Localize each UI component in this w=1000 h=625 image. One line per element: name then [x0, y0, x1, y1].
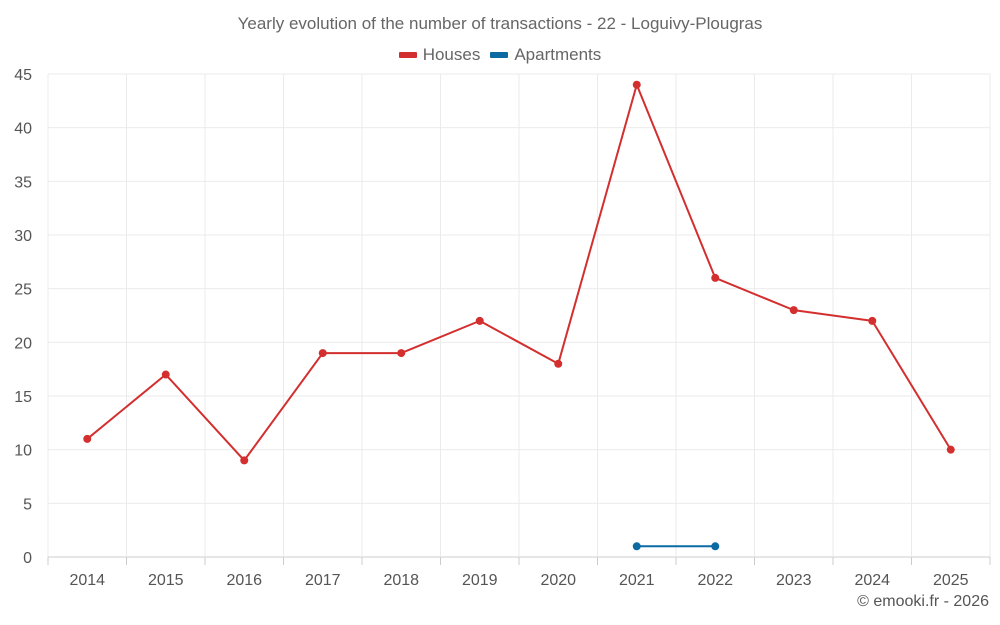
data-point-houses[interactable]: [946, 445, 955, 454]
y-tick-label: 15: [14, 389, 32, 406]
data-point-houses[interactable]: [318, 349, 327, 358]
series: [83, 80, 955, 551]
x-tick-label: 2018: [383, 572, 419, 589]
x-tick-label: 2025: [933, 572, 969, 589]
legend-item-houses[interactable]: Houses: [398, 45, 481, 65]
data-point-houses[interactable]: [83, 434, 92, 443]
x-tick-label: 2022: [697, 572, 733, 589]
legend: Houses Apartments: [0, 45, 1000, 65]
x-tick-label: 2015: [148, 572, 184, 589]
legend-swatch-apartments: [490, 52, 509, 58]
y-tick-label: 20: [14, 335, 32, 352]
legend-label-houses: Houses: [422, 45, 481, 64]
chart-title: Yearly evolution of the number of transa…: [237, 14, 763, 33]
legend-swatch-houses: [398, 52, 417, 58]
data-point-houses[interactable]: [161, 370, 170, 379]
x-tick-label: 2017: [305, 572, 341, 589]
y-tick-label: 45: [14, 67, 32, 84]
data-point-houses[interactable]: [475, 316, 484, 325]
y-tick-label: 0: [23, 550, 32, 567]
x-tick-label: 2021: [619, 572, 655, 589]
x-tick-label: 2016: [226, 572, 262, 589]
y-tick-label: 30: [14, 228, 32, 245]
data-point-houses[interactable]: [397, 349, 406, 358]
x-tick-label: 2023: [776, 572, 812, 589]
x-tick-label: 2019: [462, 572, 498, 589]
credit-text: © emooki.fr - 2026: [857, 593, 989, 610]
y-tick-label: 10: [14, 443, 32, 460]
data-point-houses[interactable]: [868, 316, 877, 325]
x-tick-label: 2024: [854, 572, 890, 589]
legend-label-apartments: Apartments: [514, 45, 602, 64]
data-point-houses[interactable]: [240, 456, 249, 465]
data-point-houses[interactable]: [789, 306, 798, 315]
data-point-houses[interactable]: [711, 273, 720, 282]
y-tick-label: 5: [23, 496, 32, 513]
data-point-houses[interactable]: [632, 80, 641, 89]
legend-item-apartments[interactable]: Apartments: [490, 45, 601, 65]
y-tick-label: 25: [14, 282, 32, 299]
y-tick-label: 35: [14, 174, 32, 191]
x-tick-label: 2014: [69, 572, 105, 589]
data-point-apartments[interactable]: [711, 542, 720, 551]
data-point-apartments[interactable]: [632, 542, 641, 551]
series-line-houses: [86, 83, 952, 462]
data-point-houses[interactable]: [554, 359, 563, 368]
y-tick-label: 40: [14, 121, 32, 138]
grid: [47, 73, 991, 558]
x-tick-label: 2020: [540, 572, 576, 589]
